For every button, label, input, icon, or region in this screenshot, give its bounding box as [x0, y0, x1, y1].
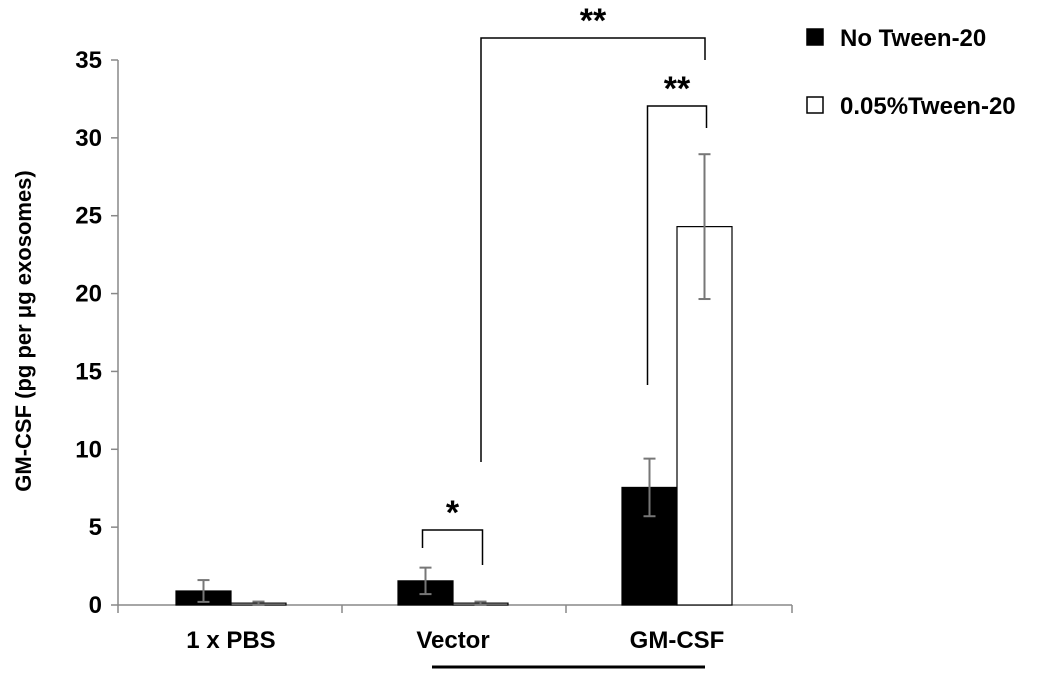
significance-brackets: ***** [421, 2, 708, 565]
significance-bracket [480, 37, 706, 462]
y-tick-label: 35 [75, 47, 102, 74]
x-tick-label: Vector [416, 627, 489, 654]
y-tick-label: 5 [89, 514, 102, 541]
y-tick-label: 10 [75, 436, 102, 463]
legend: No Tween-20 0.05%Tween-20 [806, 25, 1016, 120]
significance-label: * [446, 494, 460, 532]
y-tick-label: 30 [75, 125, 102, 152]
legend-label: No Tween-20 [840, 25, 986, 52]
y-tick-label: 0 [89, 592, 102, 619]
y-axis-label: GM-CSF (pg per μg exosomes) [11, 170, 36, 492]
significance-label: ** [664, 70, 691, 108]
legend-label: 0.05%Tween-20 [840, 93, 1016, 120]
error-bars [197, 153, 711, 606]
y-tick-label: 25 [75, 203, 102, 230]
y-tick-label: 15 [75, 358, 102, 385]
significance-label: ** [580, 2, 607, 40]
significance-bracket [646, 105, 708, 385]
x-tick-label: 1 x PBS [186, 627, 275, 654]
legend-swatch [806, 96, 824, 114]
y-axis: 0 5 10 15 20 25 30 35 [75, 47, 119, 619]
legend-swatch [806, 28, 824, 46]
x-tick-label: GM-CSF [630, 627, 725, 654]
y-tick-label: 20 [75, 281, 102, 308]
significance-bracket [421, 529, 484, 565]
x-axis: 1 x PBS Vector GM-CSF [117, 604, 793, 654]
bars [175, 226, 733, 606]
